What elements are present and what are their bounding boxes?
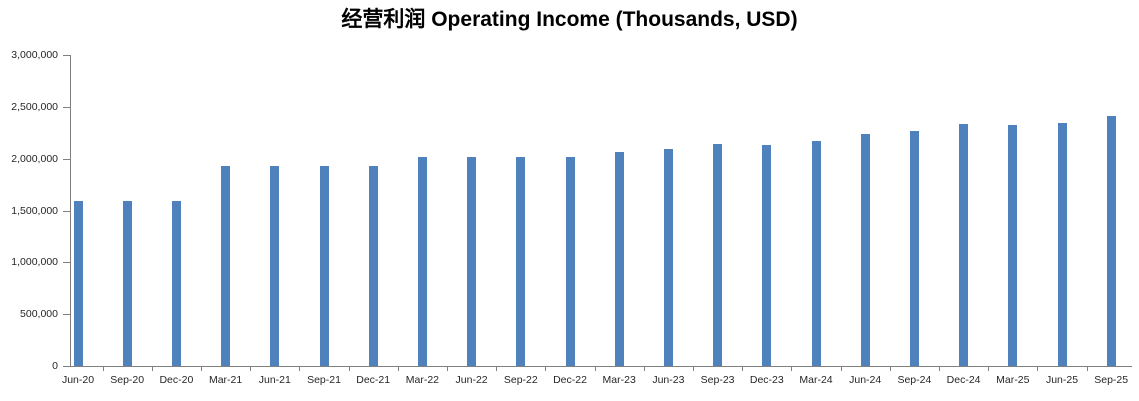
x-tick-mark xyxy=(201,366,202,371)
bar-Dec-20 xyxy=(171,201,181,366)
bar-Jun-20 xyxy=(73,201,83,366)
x-tick-mark xyxy=(791,366,793,371)
bar-Dec-22 xyxy=(565,156,575,366)
bar-Sep-22 xyxy=(516,156,526,366)
x-tick-label: Dec-21 xyxy=(356,374,391,386)
x-tick-label: Sep-25 xyxy=(1094,374,1129,386)
x-tick-mark xyxy=(693,366,694,371)
y-tick-mark xyxy=(63,106,70,108)
bar-Mar-25 xyxy=(1008,125,1018,366)
x-tick-label: Mar-24 xyxy=(799,374,833,386)
x-tick-mark xyxy=(988,366,990,371)
x-tick-label: Sep-22 xyxy=(503,374,538,386)
y-tick-label: 500,000 xyxy=(20,308,58,321)
y-tick-mark xyxy=(63,55,70,56)
x-tick-label: Jun-21 xyxy=(258,374,291,386)
bar-Mar-22 xyxy=(417,156,427,366)
y-tick-mark xyxy=(63,210,70,212)
x-tick-mark xyxy=(250,366,252,371)
x-tick-mark xyxy=(1037,366,1039,371)
x-tick-label: Sep-20 xyxy=(110,374,145,386)
x-tick-mark xyxy=(939,366,940,371)
bar-Sep-24 xyxy=(909,131,919,366)
x-tick-mark xyxy=(840,366,842,371)
bar-Mar-24 xyxy=(811,140,821,366)
x-tick-label: Sep-24 xyxy=(897,374,932,386)
bar-Mar-23 xyxy=(614,152,624,366)
x-axis-line xyxy=(70,366,1132,367)
x-tick-mark xyxy=(545,366,547,371)
x-tick-mark xyxy=(299,366,301,371)
x-tick-mark xyxy=(643,366,645,371)
bar-Sep-21 xyxy=(319,165,329,366)
bar-Jun-24 xyxy=(860,134,870,366)
y-tick-mark xyxy=(63,314,70,316)
x-tick-label: Dec-23 xyxy=(749,374,784,386)
y-tick-label: 3,000,000 xyxy=(11,49,58,61)
x-tick-mark xyxy=(1086,366,1088,371)
bar-Jun-22 xyxy=(467,156,477,366)
y-tick-mark xyxy=(63,366,70,367)
x-tick-mark xyxy=(594,366,596,371)
x-tick-label: Jun-23 xyxy=(652,374,685,386)
bar-Mar-21 xyxy=(221,165,231,366)
x-tick-label: Jun-20 xyxy=(61,374,95,386)
y-tick-label: 0 xyxy=(52,360,58,372)
x-tick-label: Sep-21 xyxy=(307,374,341,386)
x-tick-mark xyxy=(151,366,153,371)
x-tick-label: Dec-24 xyxy=(946,374,981,386)
x-tick-mark xyxy=(496,366,498,371)
x-tick-label: Dec-22 xyxy=(553,374,587,386)
bar-Dec-24 xyxy=(959,124,969,366)
y-tick-mark xyxy=(63,158,70,160)
x-tick-mark xyxy=(397,366,399,371)
bar-Jun-25 xyxy=(1057,122,1067,366)
bar-Sep-20 xyxy=(122,201,132,366)
x-tick-label: Mar-22 xyxy=(405,374,440,386)
y-tick-label: 2,000,000 xyxy=(11,152,58,165)
y-axis-line xyxy=(70,55,71,366)
x-tick-label: Mar-21 xyxy=(208,374,243,386)
y-tick-mark xyxy=(63,262,70,264)
x-tick-mark xyxy=(889,366,891,371)
y-tick-label: 1,000,000 xyxy=(11,256,58,269)
bar-Sep-23 xyxy=(713,144,723,366)
x-tick-label: Jun-24 xyxy=(849,374,882,386)
x-tick-label: Jun-25 xyxy=(1045,374,1079,386)
x-tick-mark xyxy=(348,366,350,371)
x-tick-mark xyxy=(742,366,744,371)
y-tick-label: 1,500,000 xyxy=(11,204,58,217)
x-tick-label: Jun-22 xyxy=(455,374,488,386)
x-tick-mark xyxy=(447,366,448,371)
bar-Dec-23 xyxy=(762,144,772,366)
plot-area xyxy=(70,55,1132,367)
bar-Dec-21 xyxy=(368,166,378,366)
chart-title: 经营利润 Operating Income (Thousands, USD) xyxy=(341,8,798,31)
x-tick-label: Mar-23 xyxy=(602,374,636,386)
x-tick-label: Mar-25 xyxy=(996,374,1030,386)
bar-Jun-21 xyxy=(270,165,280,366)
x-tick-label: Sep-23 xyxy=(700,374,735,386)
bar-Jun-23 xyxy=(663,148,673,366)
bar-Sep-25 xyxy=(1106,116,1116,366)
x-tick-label: Dec-20 xyxy=(159,374,194,386)
y-tick-label: 2,500,000 xyxy=(11,100,58,113)
x-tick-mark xyxy=(102,366,104,371)
